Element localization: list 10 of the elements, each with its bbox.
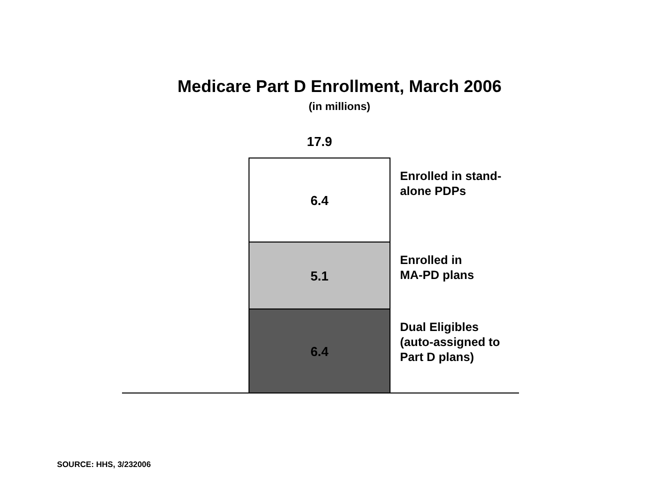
series-label: Dual Eligibles (auto-assigned to Part D plans) [400, 320, 500, 364]
chart-title: Medicare Part D Enrollment, March 2006 [177, 77, 502, 96]
series-label: Enrolled in stand- alone PDPs [400, 169, 502, 198]
data-label: 6.4 [310, 344, 330, 359]
source-note: SOURCE: HHS, 3/232006 [57, 460, 152, 469]
chart-subtitle: (in millions) [308, 101, 371, 113]
total-label: 17.9 [306, 134, 332, 149]
data-label: 6.4 [310, 193, 330, 208]
data-label: 5.1 [310, 268, 329, 284]
series-label: Enrolled in MA-PD plans [400, 253, 474, 282]
